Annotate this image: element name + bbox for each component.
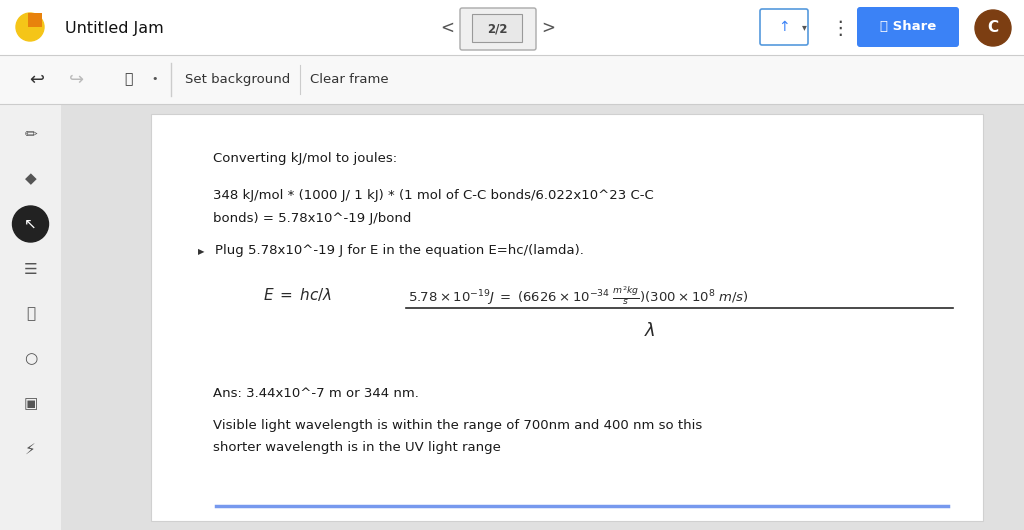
FancyBboxPatch shape (460, 8, 536, 50)
Text: ⚡: ⚡ (26, 441, 36, 456)
Text: ✏: ✏ (25, 127, 37, 142)
Text: ▶: ▶ (198, 247, 204, 256)
Bar (151, 114, 983, 521)
Text: ▣: ▣ (24, 396, 38, 411)
Text: Ans: 3.44x10^-7 m or 344 nm.: Ans: 3.44x10^-7 m or 344 nm. (213, 387, 419, 400)
Text: 🖼: 🖼 (26, 306, 35, 322)
Text: ↖: ↖ (25, 216, 37, 232)
Text: C: C (987, 21, 998, 36)
Bar (0, 104, 61, 530)
Text: $E\;=\;hc/\lambda$: $E\;=\;hc/\lambda$ (263, 286, 332, 303)
Text: 2/2: 2/2 (486, 22, 507, 36)
Text: >: > (541, 19, 555, 37)
Text: Visible light wavelength is within the range of 700nm and 400 nm so this: Visible light wavelength is within the r… (213, 419, 702, 432)
Bar (28, 13, 42, 27)
Text: bonds) = 5.78x10^-19 J/bond: bonds) = 5.78x10^-19 J/bond (213, 212, 412, 225)
Text: Set background: Set background (185, 73, 291, 86)
Text: shorter wavelength is in the UV light range: shorter wavelength is in the UV light ra… (213, 441, 501, 454)
Circle shape (12, 206, 48, 242)
Bar (0, 0, 1024, 55)
Text: ○: ○ (24, 351, 37, 367)
Text: ⋮: ⋮ (830, 19, 850, 38)
Bar (0, 55, 1024, 104)
Text: Plug 5.78x10^-19 J for E in the equation E=hc/(lamda).: Plug 5.78x10^-19 J for E in the equation… (215, 244, 584, 257)
Text: ↩: ↩ (30, 70, 45, 89)
Text: •: • (152, 75, 159, 84)
Text: 🔒 Share: 🔒 Share (880, 21, 936, 33)
Text: ◆: ◆ (25, 172, 37, 187)
FancyBboxPatch shape (857, 7, 959, 47)
Text: ▾: ▾ (802, 22, 807, 32)
Text: ↑: ↑ (778, 20, 790, 34)
Text: Untitled Jam: Untitled Jam (65, 21, 164, 36)
Text: <: < (440, 19, 454, 37)
Text: $\lambda$: $\lambda$ (644, 322, 655, 340)
Bar (472, 14, 522, 42)
Circle shape (975, 10, 1011, 46)
Text: Converting kJ/mol to joules:: Converting kJ/mol to joules: (213, 152, 397, 165)
Text: $5.78\times10^{-19}J\;=\;(6626\times10^{-34}\;\frac{m^2kg}{s})(300\times10^{8}\;: $5.78\times10^{-19}J\;=\;(6626\times10^{… (408, 284, 749, 307)
Text: Clear frame: Clear frame (309, 73, 388, 86)
Text: ↪: ↪ (70, 70, 85, 89)
Text: 348 kJ/mol * (1000 J/ 1 kJ) * (1 mol of C-C bonds/6.022x10^23 C-C: 348 kJ/mol * (1000 J/ 1 kJ) * (1 mol of … (213, 189, 653, 202)
Text: 🔍: 🔍 (124, 73, 132, 86)
Circle shape (16, 13, 44, 41)
Text: ☰: ☰ (24, 261, 37, 277)
FancyBboxPatch shape (760, 9, 808, 45)
